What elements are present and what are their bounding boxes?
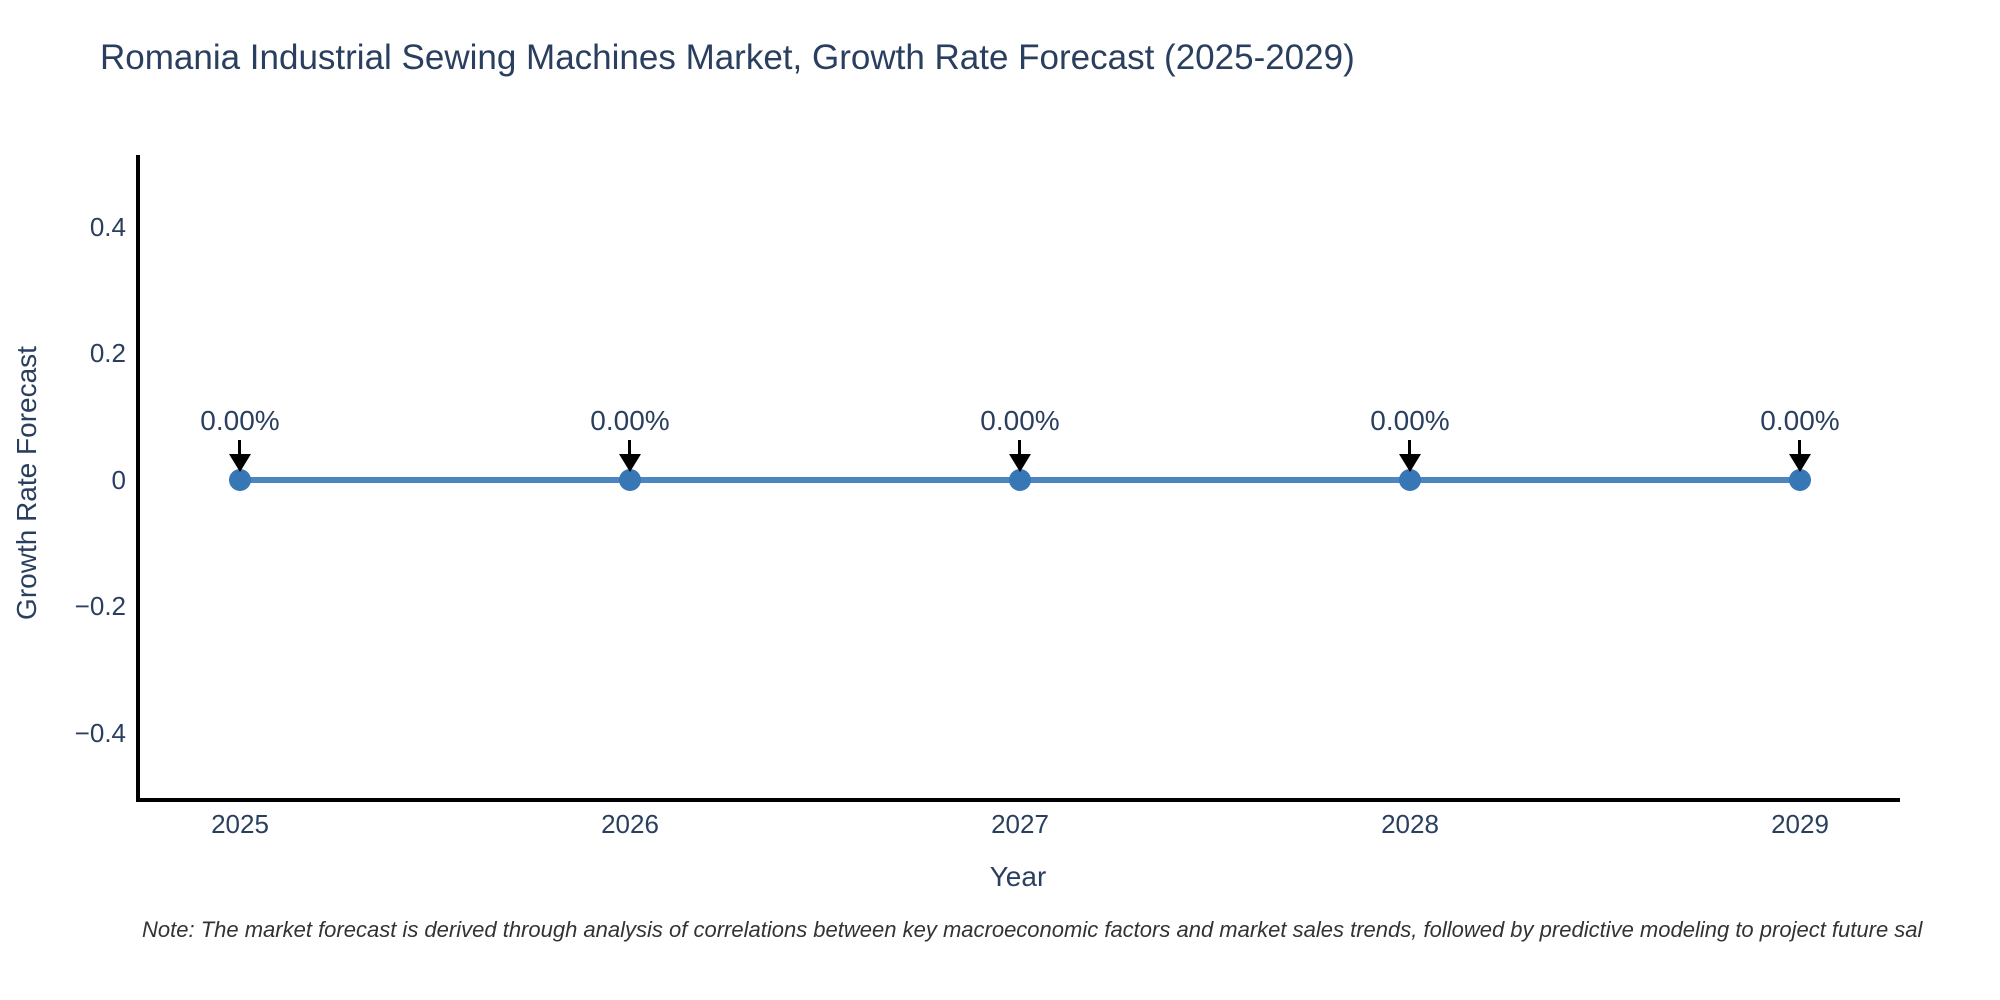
x-tick-label: 2029 xyxy=(1771,809,1829,839)
annotation-arrow-stem xyxy=(1018,440,1021,457)
y-tick-label: 0.4 xyxy=(89,212,126,242)
data-point-marker xyxy=(619,469,641,491)
data-point-marker xyxy=(229,469,251,491)
y-axis-line xyxy=(136,155,140,802)
data-point-marker xyxy=(1789,469,1811,491)
annotation-arrow-stem xyxy=(1798,440,1801,457)
annotation-arrowhead-icon xyxy=(1789,454,1811,472)
chart-title: Romania Industrial Sewing Machines Marke… xyxy=(100,38,1355,77)
x-tick-label: 2027 xyxy=(991,809,1049,839)
annotation-arrow-stem xyxy=(628,440,631,457)
annotation-label: 0.00% xyxy=(1370,405,1450,436)
data-point-marker xyxy=(1399,469,1421,491)
y-tick-label: −0.4 xyxy=(74,718,126,748)
y-tick-label: 0 xyxy=(111,465,126,495)
y-axis-title: Growth Rate Forecast xyxy=(11,346,42,620)
data-point-marker xyxy=(1009,469,1031,491)
annotation-arrowhead-icon xyxy=(1009,454,1031,472)
annotation-arrow-stem xyxy=(238,440,241,457)
annotation-arrowhead-icon xyxy=(229,454,251,472)
annotation-label: 0.00% xyxy=(590,405,670,436)
x-axis-title: Year xyxy=(989,861,1047,892)
x-axis-line xyxy=(136,798,1900,802)
annotation-label: 0.00% xyxy=(980,405,1060,436)
x-tick-label: 2028 xyxy=(1381,809,1439,839)
annotation-arrowhead-icon xyxy=(1399,454,1421,472)
footnote: Note: The market forecast is derived thr… xyxy=(142,917,1923,942)
annotation-arrow-stem xyxy=(1408,440,1411,457)
y-tick-label: −0.2 xyxy=(74,591,126,621)
annotation-arrowhead-icon xyxy=(619,454,641,472)
x-tick-label: 2026 xyxy=(601,809,659,839)
x-tick-label: 2025 xyxy=(211,809,269,839)
y-tick-label: 0.2 xyxy=(89,338,126,368)
annotation-label: 0.00% xyxy=(200,405,280,436)
annotation-label: 0.00% xyxy=(1760,405,1840,436)
